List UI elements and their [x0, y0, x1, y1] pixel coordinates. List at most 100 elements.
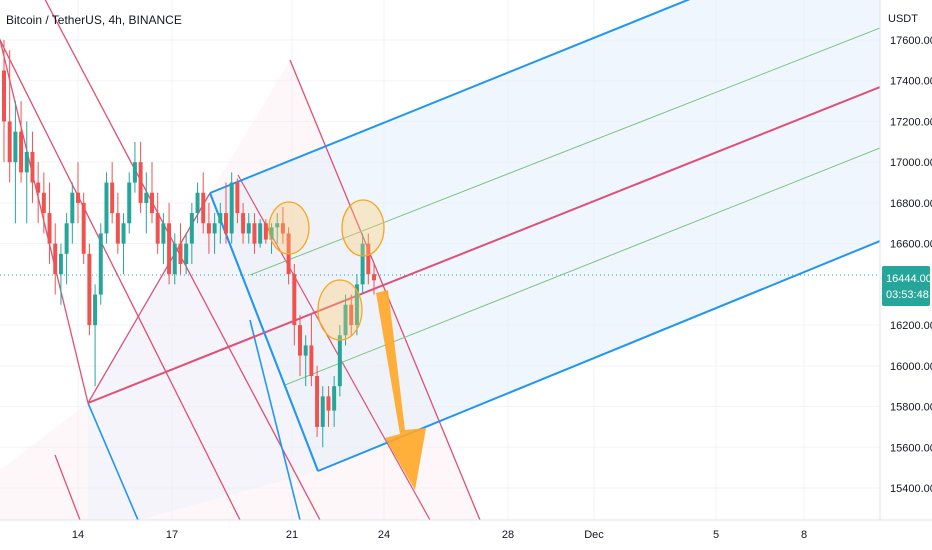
candle-body	[81, 202, 86, 254]
candle-body	[2, 70, 6, 122]
candle-body	[332, 386, 337, 411]
candle-body	[87, 253, 92, 326]
candle-body	[241, 213, 246, 234]
price-tick-label: 17400.00	[890, 76, 932, 88]
candle-body	[189, 213, 194, 244]
candle-body	[98, 233, 103, 295]
candle-body	[206, 223, 211, 234]
pitchfork-upper-blue	[209, 0, 691, 194]
pitchfork-inner-green-2	[284, 147, 880, 386]
candlestick-series	[2, 40, 376, 448]
candle-body	[372, 274, 376, 281]
candle-body	[218, 213, 223, 224]
candle-body	[53, 243, 58, 275]
red-trend-line-6	[289, 59, 481, 520]
drawing-layer	[0, 0, 880, 520]
candle-body	[309, 345, 314, 376]
price-tick-label: 16000.00	[890, 361, 932, 373]
chart-title: Bitcoin / TetherUS, 4h, BINANCE	[6, 13, 182, 27]
candle-body	[184, 243, 189, 264]
candle-body	[115, 213, 120, 244]
price-axis-currency: USDT	[888, 13, 918, 25]
candle-body	[110, 182, 115, 214]
time-tick-label: 5	[713, 529, 719, 541]
red-trend-line-1	[0, 38, 241, 520]
candle-body	[144, 192, 149, 203]
candle-body	[104, 182, 109, 234]
candle-body	[24, 152, 29, 173]
candle-body	[303, 345, 308, 356]
blue-line-left-1	[87, 402, 139, 520]
pitchfork-left-bound	[209, 192, 319, 472]
highlight-circle-2	[341, 199, 385, 257]
price-tick-label: 17600.00	[890, 35, 932, 47]
price-tick-label: 16800.00	[890, 198, 932, 210]
price-tick-label: 16600.00	[890, 239, 932, 251]
time-tick-label: 14	[72, 529, 84, 541]
candle-body	[337, 335, 342, 387]
candle-body	[315, 376, 320, 427]
candle-body	[252, 223, 257, 244]
price-tag-bg	[882, 266, 930, 306]
candle-body	[64, 223, 69, 254]
candle-body	[343, 304, 348, 336]
candle-body	[127, 182, 132, 224]
candle-body	[224, 213, 228, 234]
candle-body	[246, 223, 251, 234]
time-tick-label: 21	[286, 529, 298, 541]
time-tick-label: 17	[166, 529, 178, 541]
candle-body	[354, 284, 359, 326]
candle-body	[47, 213, 52, 244]
price-tick-label: 15800.00	[890, 402, 932, 414]
candle-body	[150, 192, 154, 214]
candle-body	[258, 223, 263, 244]
candle-body	[263, 223, 268, 240]
current-price-tag[interactable]: 16444.00 03:53:48	[882, 266, 932, 306]
candle-body	[121, 223, 126, 244]
candle-body	[41, 192, 46, 214]
candle-body	[269, 227, 274, 240]
candle-body	[19, 131, 24, 173]
candle-body	[172, 243, 177, 275]
price-tick-label: 17000.00	[890, 157, 932, 169]
candle-body	[30, 152, 35, 183]
candle-body	[229, 182, 234, 234]
highlight-circle-3	[317, 279, 363, 341]
blue-line-left-3	[249, 319, 301, 520]
price-tick-label: 15400.00	[890, 483, 932, 495]
time-tick-label: Dec	[584, 529, 604, 541]
candle-body	[201, 192, 206, 224]
candle-body	[161, 223, 166, 244]
pitchfork-inner-green-1	[249, 27, 880, 276]
price-tick-label: 15600.00	[890, 442, 932, 454]
last-price-label: 16444.00	[886, 273, 932, 285]
time-tick-label: 8	[801, 529, 807, 541]
candle-body	[93, 294, 98, 326]
pitchfork-handle-1	[87, 192, 211, 404]
candle-body	[298, 325, 302, 356]
candle-body	[360, 243, 365, 285]
candle-body	[195, 192, 200, 214]
time-tick-label: 24	[378, 529, 390, 541]
candle-body	[235, 182, 240, 214]
candle-body	[320, 396, 325, 427]
red-trend-line-4	[54, 454, 81, 520]
pitchfork-median-red	[87, 86, 880, 404]
price-tick-label: 17200.00	[890, 116, 932, 128]
countdown-label: 03:53:48	[886, 289, 929, 301]
candle-body	[326, 396, 331, 411]
candle-body	[292, 274, 297, 326]
pitchfork-blue-band-lower	[210, 0, 880, 471]
candle-body	[36, 182, 41, 193]
candle-body	[138, 162, 143, 203]
candle-body	[132, 162, 137, 183]
price-axis-ticks: 17600.00 17400.00 17200.00 17000.00 16800.00…	[890, 35, 932, 495]
candle-body	[155, 213, 160, 244]
candle-body	[275, 223, 280, 228]
candle-body	[280, 223, 285, 234]
candle-body	[58, 253, 63, 275]
candle-body	[178, 243, 183, 264]
candle-body	[167, 223, 172, 275]
